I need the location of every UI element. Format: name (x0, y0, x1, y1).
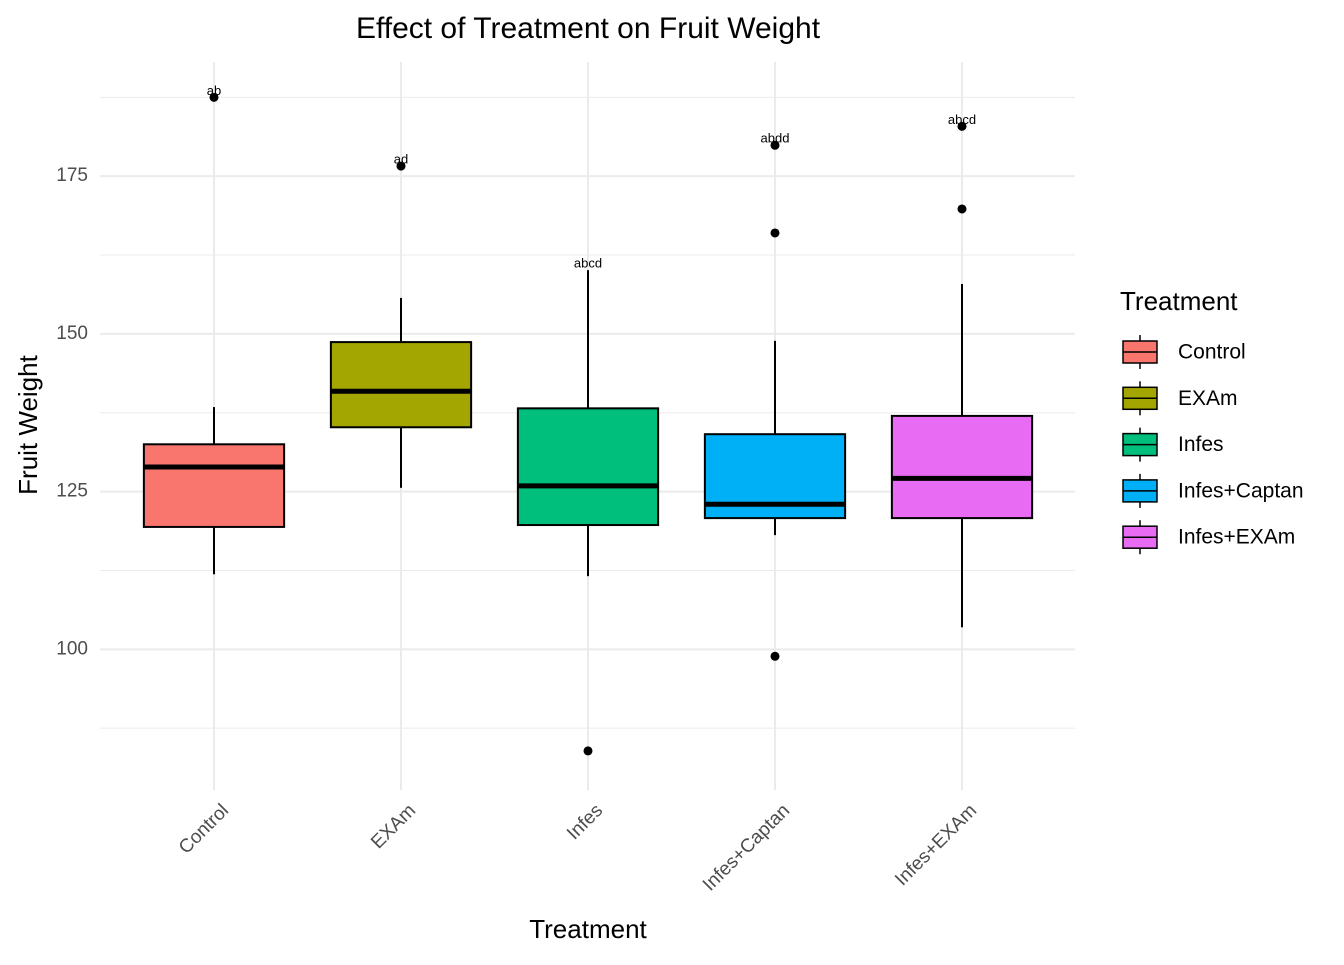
legend-label: EXAm (1178, 387, 1238, 410)
letter-label: abcd (574, 256, 602, 271)
legend-label: Infes+EXAm (1178, 526, 1295, 549)
legend-label: Infes+Captan (1178, 479, 1304, 502)
letter-label: ab (207, 83, 221, 98)
outlier (396, 161, 406, 171)
legend-label: Control (1178, 341, 1246, 364)
letter-label: abdd (761, 131, 790, 146)
x-tick-label: Infes (563, 800, 607, 844)
y-tick-label: 125 (56, 481, 88, 502)
y-tick-label: 175 (56, 165, 88, 186)
y-tick-label: 100 (56, 638, 88, 659)
outlier (209, 92, 219, 102)
outlier (583, 746, 593, 756)
y-axis-title: Fruit Weight (13, 354, 43, 494)
box (890, 414, 1034, 520)
x-axis-title: Treatment (529, 914, 647, 944)
legend-label: Infes (1178, 433, 1224, 456)
outlier (957, 121, 967, 131)
x-tick-label: Control (175, 800, 233, 858)
box (329, 341, 473, 429)
legend-title: Treatment (1120, 286, 1238, 316)
outlier (770, 140, 780, 150)
letter-label: ad (394, 152, 408, 167)
box (142, 443, 286, 528)
outlier (957, 204, 967, 214)
outlier (770, 651, 780, 661)
chart-title: Effect of Treatment on Fruit Weight (356, 12, 821, 45)
y-tick-label: 150 (56, 323, 88, 344)
outlier (770, 228, 780, 238)
box (516, 407, 660, 527)
x-tick-label: Infes+EXAm (891, 800, 981, 890)
x-tick-label: EXAm (367, 800, 420, 853)
letter-label: abcd (948, 112, 976, 127)
x-tick-label: Infes+Captan (699, 800, 794, 895)
